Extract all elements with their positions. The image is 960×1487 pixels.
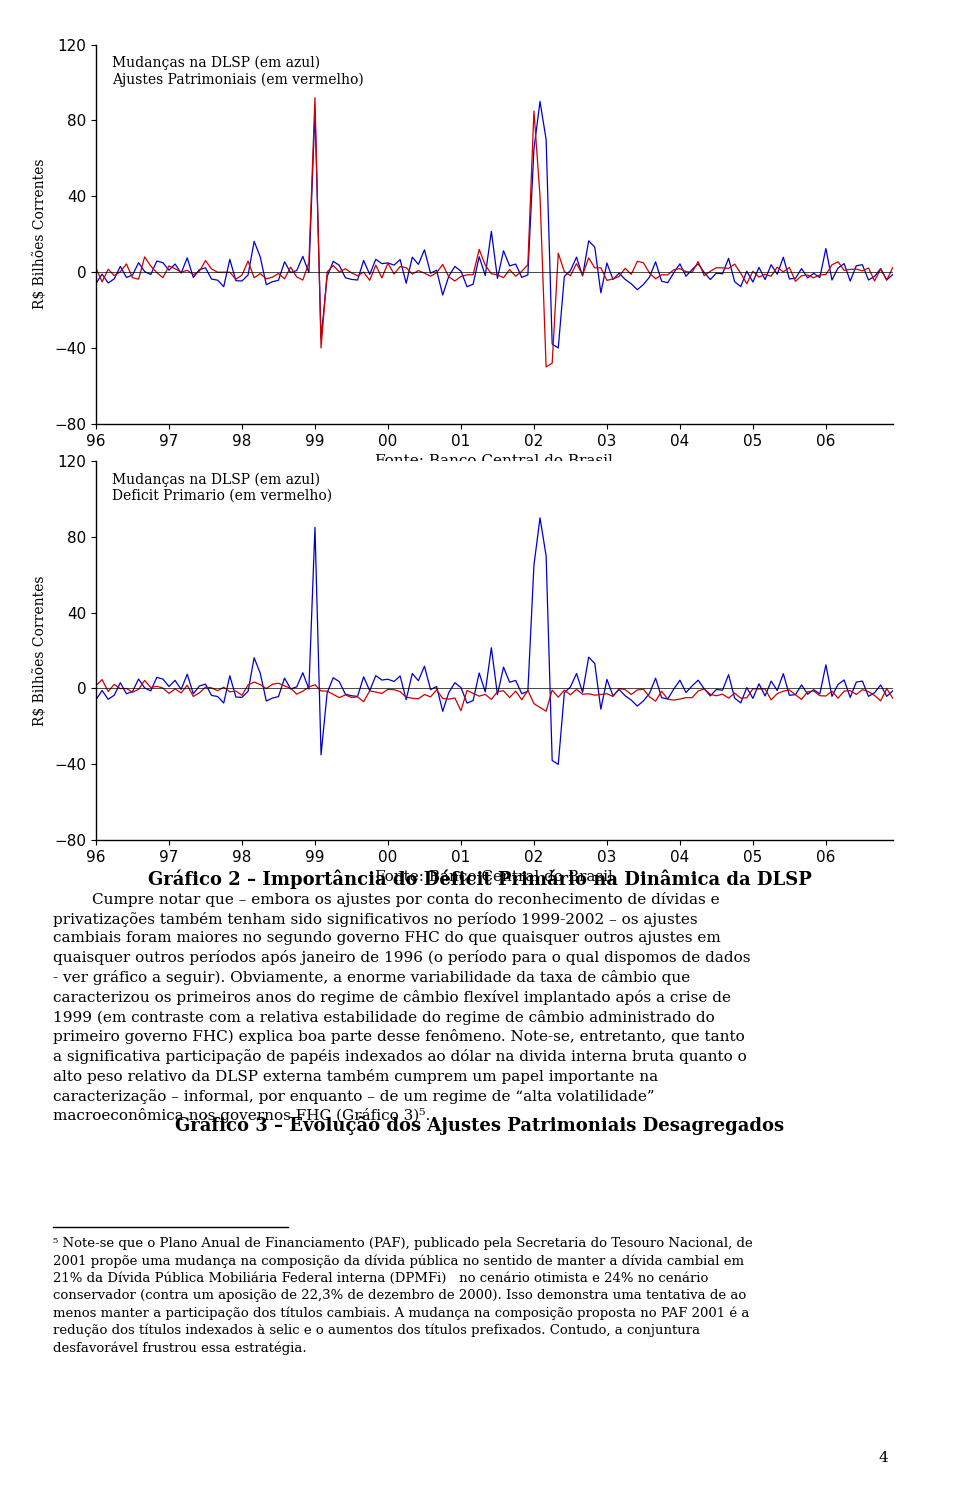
- Text: Gráfico 2 – Importância do Déficit Primário na Dinâmica da DLSP: Gráfico 2 – Importância do Déficit Primá…: [148, 870, 812, 889]
- Text: 4: 4: [878, 1451, 888, 1465]
- Y-axis label: R$ Bilhões Correntes: R$ Bilhões Correntes: [34, 575, 47, 726]
- Y-axis label: R$ Bilhões Correntes: R$ Bilhões Correntes: [34, 159, 47, 309]
- Text: Cumpre notar que – embora os ajustes por conta do reconhecimento de dívidas e
pr: Cumpre notar que – embora os ajustes por…: [53, 892, 751, 1123]
- X-axis label: Fonte: Banco Central do Brasil: Fonte: Banco Central do Brasil: [375, 870, 613, 885]
- Text: ⁵ Note-se que o Plano Anual de Financiamento (PAF), publicado pela Secretaria do: ⁵ Note-se que o Plano Anual de Financiam…: [53, 1237, 753, 1355]
- Text: Mudanças na DLSP (em azul)
Ajustes Patrimoniais (em vermelho): Mudanças na DLSP (em azul) Ajustes Patri…: [112, 57, 364, 88]
- Text: Gráfico 3 – Evolução dos Ajustes Patrimoniais Desagregados: Gráfico 3 – Evolução dos Ajustes Patrimo…: [176, 1115, 784, 1135]
- X-axis label: Fonte: Banco Central do Brasil: Fonte: Banco Central do Brasil: [375, 454, 613, 468]
- Text: Mudanças na DLSP (em azul)
Deficit Primario (em vermelho): Mudanças na DLSP (em azul) Deficit Prima…: [112, 473, 332, 503]
